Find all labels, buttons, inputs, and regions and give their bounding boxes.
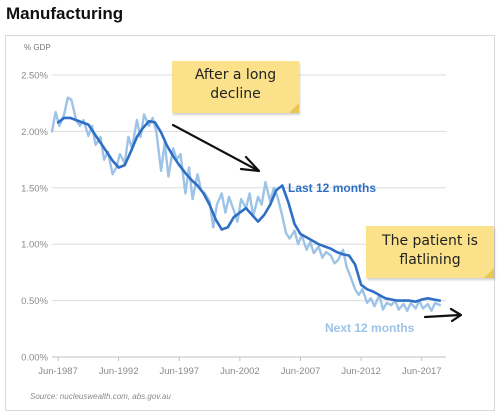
y-tick-labels: 0.00% 0.50% 1.00% 1.50% 2.00% 2.50% bbox=[21, 71, 48, 364]
chart-frame bbox=[5, 35, 495, 411]
y-tick-label: 1.00% bbox=[21, 240, 48, 251]
series-line-last-12-months bbox=[56, 116, 442, 303]
arrow-flat bbox=[423, 307, 463, 323]
series-lines bbox=[50, 96, 442, 312]
y-tick-label: 0.50% bbox=[21, 296, 48, 307]
y-tick-label: 2.00% bbox=[21, 127, 48, 138]
gridlines bbox=[52, 74, 446, 358]
x-tick-labels: Jun-1987 Jun-1992 Jun-1997 Jun-2002 Jun-2007… bbox=[38, 356, 446, 377]
note-line: flatlining bbox=[399, 252, 461, 268]
sticky-note-decline: After a long decline bbox=[172, 61, 299, 113]
sticky-note-flatlining: The patient is flatlining bbox=[366, 226, 494, 278]
y-tick-label: 1.50% bbox=[21, 183, 48, 194]
x-tick-label: Jun-1987 bbox=[38, 366, 78, 377]
x-tick-label: Jun-2012 bbox=[341, 366, 381, 377]
x-tick-label: Jun-1997 bbox=[159, 366, 199, 377]
source-note: Source: nucleuswealth.com, abs.gov.au bbox=[30, 392, 171, 401]
x-tick-label: Jun-2017 bbox=[402, 366, 442, 377]
note-line: The patient is bbox=[382, 233, 478, 249]
y-tick-label: 2.50% bbox=[21, 71, 48, 82]
arrow-decline bbox=[171, 123, 261, 173]
chart-title: Manufacturing bbox=[6, 4, 124, 23]
series-label-next-12-months: Next 12 months bbox=[325, 321, 415, 335]
y-axis-label: % GDP bbox=[24, 43, 51, 52]
note-curl bbox=[484, 268, 494, 278]
x-tick-label: Jun-2007 bbox=[281, 366, 321, 377]
series-label-last-12-months: Last 12 months bbox=[288, 181, 377, 195]
x-tick-label: Jun-1992 bbox=[99, 366, 139, 377]
note-curl bbox=[289, 103, 299, 113]
note-line: After a long bbox=[194, 67, 277, 83]
y-tick-label: 0.00% bbox=[21, 353, 48, 364]
note-line: decline bbox=[210, 86, 261, 102]
series-line-next-12-months bbox=[50, 96, 442, 312]
x-tick-label: Jun-2002 bbox=[220, 366, 260, 377]
